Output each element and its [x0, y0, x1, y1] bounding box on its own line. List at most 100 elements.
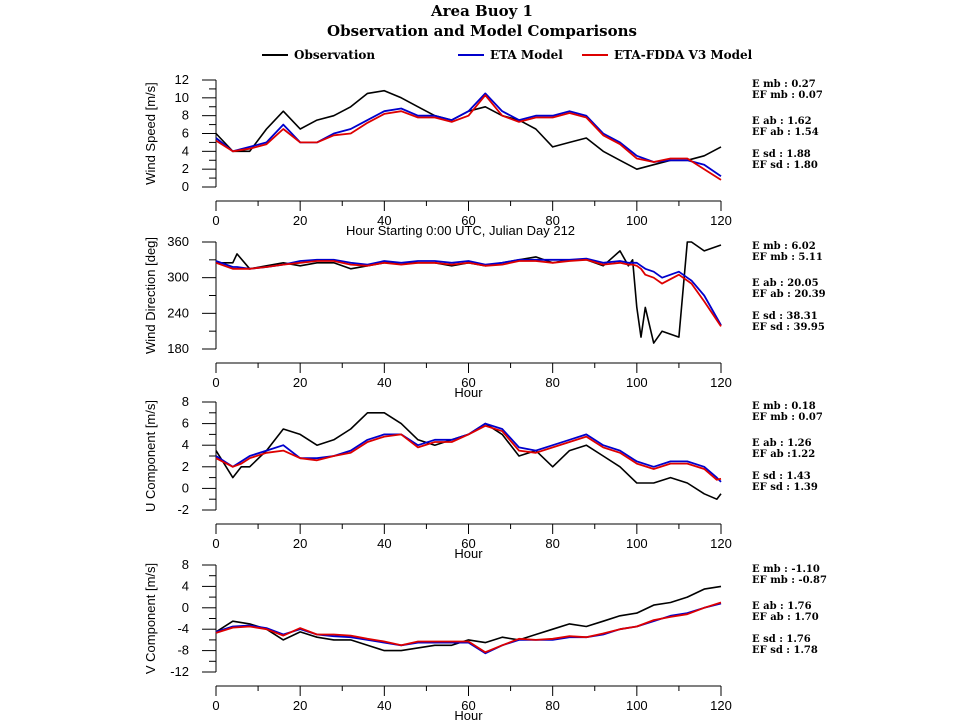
x-tick-label: 120 — [710, 375, 732, 390]
y-axis-label: U Component [m/s] — [143, 400, 158, 512]
x-tick-label: 60 — [461, 213, 475, 228]
x-tick-label: 20 — [293, 375, 307, 390]
x-tick-label: 80 — [545, 536, 559, 551]
legend-label-observation: Observation — [294, 48, 375, 62]
series-line-observation — [215, 89, 722, 170]
stat-text: E sd : 38.31 — [752, 311, 818, 322]
x-tick-label: 40 — [377, 375, 391, 390]
series-line-fdda — [215, 258, 722, 327]
stat-text: E ab : 20.05 — [752, 278, 819, 289]
y-tick-label: 8 — [182, 557, 189, 572]
stat-text: E ab : 1.76 — [752, 601, 812, 612]
stat-text: EF sd : 39.95 — [752, 322, 825, 333]
x-axis-label: Hour — [454, 546, 483, 561]
series-line-fdda — [215, 424, 722, 481]
y-tick-label: -12 — [170, 664, 189, 679]
series-line-observation — [216, 241, 722, 344]
x-tick-label: 20 — [293, 213, 307, 228]
y-tick-label: 12 — [175, 72, 189, 87]
y-tick-label: 4 — [182, 143, 189, 158]
stat-text: EF sd : 1.80 — [752, 160, 818, 171]
x-tick-label: 120 — [710, 536, 732, 551]
x-tick-label: 40 — [377, 698, 391, 713]
stat-text: EF ab : 20.39 — [752, 289, 826, 300]
series-line-eta — [215, 602, 722, 655]
legend-label-eta: ETA Model — [490, 48, 563, 62]
x-tick-label: 0 — [212, 375, 219, 390]
y-axis-label: Wind Direction [deg] — [143, 237, 158, 354]
x-tick-label: 0 — [212, 536, 219, 551]
y-tick-label: 0 — [182, 480, 189, 495]
y-tick-label: 2 — [182, 161, 189, 176]
stat-text: E sd : 1.76 — [752, 634, 811, 645]
stat-text: EF ab :1.22 — [752, 449, 815, 460]
y-tick-label: 0 — [182, 600, 189, 615]
x-axis-label: Hour — [454, 385, 483, 400]
stat-text: EF mb : 0.07 — [752, 412, 823, 423]
stat-text: E ab : 1.26 — [752, 438, 812, 449]
x-tick-label: 40 — [377, 536, 391, 551]
stat-text: E sd : 1.43 — [752, 471, 811, 482]
x-tick-label: 40 — [377, 213, 391, 228]
series-line-eta — [215, 257, 722, 326]
legend-label-fdda: ETA-FDDA V3 Model — [614, 48, 753, 62]
x-tick-label: 80 — [545, 698, 559, 713]
stat-text: E sd : 1.88 — [752, 149, 811, 160]
y-tick-label: 2 — [182, 459, 189, 474]
y-tick-label: -2 — [177, 502, 189, 517]
y-tick-label: 4 — [182, 578, 189, 593]
x-tick-label: 60 — [461, 375, 475, 390]
y-tick-label: 10 — [175, 90, 189, 105]
stat-text: E ab : 1.62 — [752, 116, 812, 127]
y-axis-label: Wind Speed [m/s] — [143, 82, 158, 185]
stat-text: EF ab : 1.54 — [752, 127, 819, 138]
y-tick-label: 6 — [182, 416, 189, 431]
panel-2: 180 240 300 360 0 20 40 60 80 100 120 Hour Wind Dire… — [143, 234, 826, 400]
x-tick-label: 80 — [545, 213, 559, 228]
y-tick-label: 240 — [167, 305, 189, 320]
x-tick-label: 20 — [293, 698, 307, 713]
stat-text: E mb : 0.18 — [752, 401, 816, 412]
x-axis-label: Hour Starting 0:00 UTC, Julian Day 212 — [346, 223, 575, 238]
stat-text: EF mb : -0.87 — [752, 575, 827, 586]
y-tick-label: -8 — [177, 643, 189, 658]
x-tick-label: 60 — [461, 536, 475, 551]
stat-text: E mb : 6.02 — [752, 241, 816, 252]
stat-text: EF mb : 0.07 — [752, 90, 823, 101]
x-axis-label: Hour — [454, 708, 483, 720]
y-tick-label: 8 — [182, 394, 189, 409]
y-tick-label: -4 — [177, 621, 189, 636]
y-tick-label: 300 — [167, 270, 189, 285]
series-line-fdda — [215, 94, 722, 181]
chart-title: Area Buoy 1 — [430, 2, 533, 20]
x-tick-label: 100 — [626, 698, 648, 713]
y-tick-label: 4 — [182, 437, 189, 452]
x-tick-label: 0 — [212, 213, 219, 228]
y-axis-label: V Component [m/s] — [143, 563, 158, 674]
x-tick-label: 100 — [626, 375, 648, 390]
legend: Observation ETA Model ETA-FDDA V3 Model — [262, 48, 753, 62]
stat-text: EF ab : 1.70 — [752, 612, 819, 623]
series-line-observation — [215, 411, 722, 501]
stat-text: EF mb : 5.11 — [752, 252, 823, 263]
x-tick-label: 80 — [545, 375, 559, 390]
x-tick-label: 20 — [293, 536, 307, 551]
series-line-fdda — [215, 601, 722, 654]
y-tick-label: 0 — [182, 179, 189, 194]
x-tick-label: 100 — [626, 213, 648, 228]
x-tick-label: 60 — [461, 698, 475, 713]
stat-text: EF sd : 1.39 — [752, 482, 818, 493]
x-tick-label: 120 — [710, 698, 732, 713]
y-tick-label: 8 — [182, 108, 189, 123]
y-tick-label: 360 — [167, 234, 189, 249]
x-tick-label: 0 — [212, 698, 219, 713]
x-tick-label: 100 — [626, 536, 648, 551]
y-tick-label: 180 — [167, 341, 189, 356]
chart-subtitle: Observation and Model Comparisons — [327, 22, 637, 40]
y-tick-label: 6 — [182, 126, 189, 141]
